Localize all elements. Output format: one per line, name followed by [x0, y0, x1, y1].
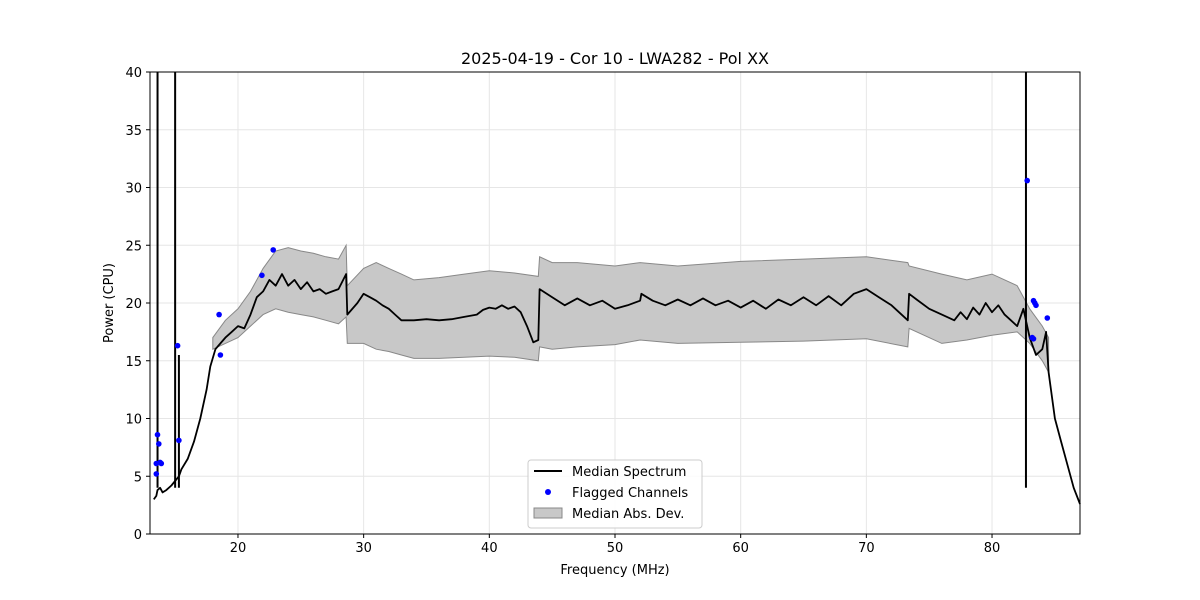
median-line-layer: [153, 72, 1081, 505]
flagged-channel-point: [1044, 315, 1051, 321]
y-tick-label: 30: [125, 182, 142, 197]
flagged-points-layer: [153, 177, 1051, 477]
y-tick-label: 10: [125, 413, 142, 428]
y-tick-label: 35: [125, 124, 142, 139]
y-tick-label: 15: [125, 355, 142, 370]
x-tick-label: 60: [732, 541, 749, 556]
legend-box: [527, 459, 703, 529]
y-axis-label: Power (CPU): [102, 263, 117, 343]
flagged-channel-point: [174, 342, 181, 349]
flagged-channel-point: [176, 437, 182, 444]
x-tick-label: 40: [481, 541, 498, 556]
flagged-channel-point: [216, 311, 222, 318]
x-tick-label: 80: [984, 541, 1001, 556]
x-tick-label: 50: [607, 541, 624, 556]
median-spectrum-line: [153, 273, 1081, 505]
y-tick-label: 20: [125, 297, 142, 312]
flagged-channel-point: [1030, 336, 1037, 342]
flagged-channel-point: [154, 431, 161, 438]
legend-label-median-spectrum: Median Spectrum: [572, 465, 686, 480]
legend-marker-swatch: [545, 489, 551, 495]
x-axis-ticks: 20 30 40 50 60 70 80: [230, 534, 1001, 556]
flagged-channel-point: [259, 272, 265, 279]
y-tick-label: 25: [125, 239, 142, 254]
flagged-channel-point: [153, 471, 160, 477]
y-tick-label: 0: [134, 528, 142, 543]
legend-label-flagged-channels: Flagged Channels: [572, 486, 688, 501]
x-axis-label: Frequency (MHz): [560, 563, 669, 578]
y-tick-label: 40: [125, 66, 142, 81]
flagged-channel-point: [156, 441, 162, 447]
x-tick-label: 70: [858, 541, 875, 556]
flagged-channel-point: [217, 352, 224, 358]
x-tick-label: 30: [355, 541, 372, 556]
flagged-channel-point: [1033, 302, 1039, 309]
flagged-channel-point: [158, 460, 165, 467]
legend: Median Spectrum Flagged Channels Median …: [527, 459, 703, 529]
legend-label-mad: Median Abs. Dev.: [572, 507, 684, 522]
y-tick-label: 5: [134, 470, 142, 485]
chart-title: 2025-04-19 - Cor 10 - LWA282 - Pol XX: [461, 49, 769, 68]
x-tick-label: 20: [230, 541, 247, 556]
legend-band-swatch: [533, 507, 563, 519]
flagged-channel-point: [1024, 177, 1030, 184]
flagged-channel-point: [270, 247, 277, 253]
y-axis-ticks: 0 5 10 15 20 25 30 35 40: [125, 66, 150, 543]
